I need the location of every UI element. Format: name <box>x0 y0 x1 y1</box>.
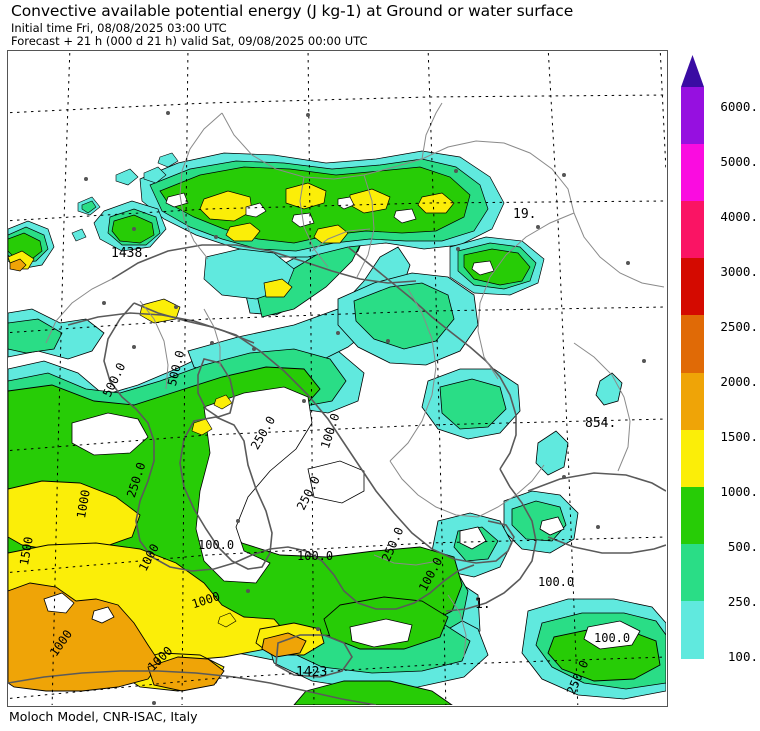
colorbar-band-500-1000 <box>681 486 704 545</box>
map-coastlines <box>8 244 666 705</box>
map-extreme-label: 854. <box>585 416 617 431</box>
map-country-borders <box>45 102 665 658</box>
colorbar-band-100-250 <box>681 600 704 659</box>
colorbar-tick-1000: 1000. <box>720 484 758 499</box>
colorbar-band-3000-4000 <box>681 201 704 259</box>
colorbar-band-5000-6000 <box>681 87 704 145</box>
map-extreme-label: 1423 <box>296 665 328 680</box>
contour-label: 100.0 <box>594 631 631 645</box>
colorbar-tick-500: 500. <box>727 539 758 554</box>
colorbar-band-2500-3000 <box>681 258 704 316</box>
contour-scattered-cells <box>71 152 179 242</box>
map-station-dots <box>84 111 646 705</box>
initial-time-text: Initial time Fri, 08/08/2025 03:00 UTC <box>11 21 227 35</box>
colorbar-tick-250: 250. <box>727 594 758 609</box>
colorbar-tick-5000: 5000. <box>720 154 758 169</box>
colorbar-band-1500-2000 <box>681 372 704 431</box>
page-title: Convective available potential energy (J… <box>11 2 574 20</box>
map-plot-area: 500.0 500.0 250.0 100.0 100.0 250.0 250.0 250.0… <box>7 50 668 707</box>
contour-alpine-cells <box>8 150 545 324</box>
map-graticule <box>8 51 666 705</box>
colorbar-band-1000-1500 <box>681 429 704 488</box>
colorbar-tick-6000: 6000. <box>720 99 758 114</box>
map-extreme-label: 1438. <box>111 246 151 261</box>
colorbar-band-4000-5000 <box>681 144 704 202</box>
contour-label: 100.0 <box>297 549 334 563</box>
map-extreme-label: 1. <box>475 597 491 612</box>
colorbar-tick-3000: 3000. <box>720 264 758 279</box>
contour-label: 100.0 <box>198 538 235 552</box>
colorbar-tick-2500: 2500. <box>720 319 758 334</box>
colorbar-tick-4000: 4000. <box>720 209 758 224</box>
colorbar-tick-100: 100. <box>727 649 758 664</box>
contour-island-cells <box>191 394 237 628</box>
contour-label: 100.0 <box>538 575 575 589</box>
contour-band-1500-2000 <box>8 582 307 692</box>
colorbar-tick-2000: 2000. <box>720 374 758 389</box>
colorbar-tick-1500: 1500. <box>720 429 758 444</box>
forecast-valid-text: Forecast + 21 h (000 d 21 h) valid Sat, … <box>11 34 368 48</box>
map-contour-fill <box>8 51 666 705</box>
chart-header: Convective available potential energy (J… <box>0 0 760 50</box>
colorbar-band-250-500 <box>681 543 704 602</box>
colorbar-max-arrow <box>681 55 704 87</box>
colorbar-band-2000-2500 <box>681 315 704 374</box>
map-extreme-label: 19. <box>513 207 537 222</box>
model-credit: Moloch Model, CNR-ISAC, Italy <box>9 709 198 724</box>
